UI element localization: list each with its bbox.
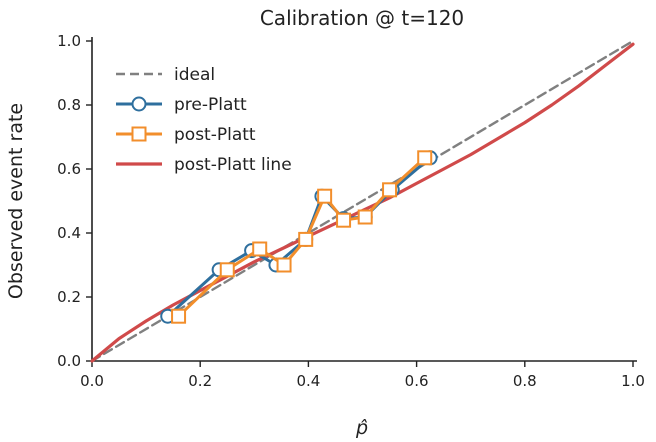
legend-item-post-platt: post-Platt	[116, 125, 256, 145]
series-line-ideal	[90, 39, 635, 363]
y-tick-label: 0.2	[57, 288, 81, 306]
data-point-post-platt	[252, 241, 268, 257]
legend-label-post-platt: post-Platt	[174, 125, 256, 145]
y-tick-label: 0.0	[57, 352, 81, 370]
x-tick-label: 0.4	[296, 372, 320, 390]
x-axis-title: p̂	[355, 417, 368, 439]
y-tick-label: 0.6	[57, 160, 81, 178]
legend-label-post-platt-line: post-Platt line	[174, 155, 292, 175]
legend-item-post-platt-line: post-Platt line	[116, 155, 292, 175]
data-point-post-platt	[298, 231, 314, 247]
x-tick-label: 0.8	[513, 372, 537, 390]
x-tick-label: 1.0	[621, 372, 645, 390]
x-tick-label: 0.2	[188, 372, 212, 390]
legend: ideal pre-Platt post-Platt post-Platt line	[116, 65, 292, 175]
data-point-post-platt	[357, 209, 373, 225]
y-axis-title: Observed event rate	[5, 103, 27, 299]
chart-title: Calibration @ t=120	[260, 6, 464, 30]
legend-label-ideal: ideal	[174, 65, 215, 85]
data-point-post-platt	[171, 308, 187, 324]
data-point-post-platt	[382, 182, 398, 198]
legend-marker-post-platt	[131, 126, 147, 142]
x-tick-label: 0.6	[405, 372, 429, 390]
series-post-platt	[171, 150, 433, 324]
x-tick-label: 0.0	[80, 372, 104, 390]
data-point-post-platt	[417, 150, 433, 166]
series-layer	[90, 39, 635, 363]
legend-label-pre-platt: pre-Platt	[174, 95, 247, 115]
data-point-post-platt	[276, 257, 292, 273]
y-tick-label: 0.4	[57, 224, 81, 242]
y-tick-label: 1.0	[57, 32, 81, 50]
legend-marker-pre-platt	[131, 96, 147, 112]
y-tick-label: 0.8	[57, 96, 81, 114]
data-point-post-platt	[336, 212, 352, 228]
data-point-post-platt	[317, 188, 333, 204]
data-point-post-platt	[219, 262, 235, 278]
legend-item-ideal: ideal	[116, 65, 215, 85]
axes: 0.0 0.2 0.4 0.6 0.8 1.0 0.0 0.2 0.4 0.6 0.8 1.0	[57, 32, 645, 390]
legend-item-pre-platt: pre-Platt	[116, 95, 247, 115]
series-line-post-platt	[177, 156, 427, 318]
series-ideal	[90, 39, 635, 363]
